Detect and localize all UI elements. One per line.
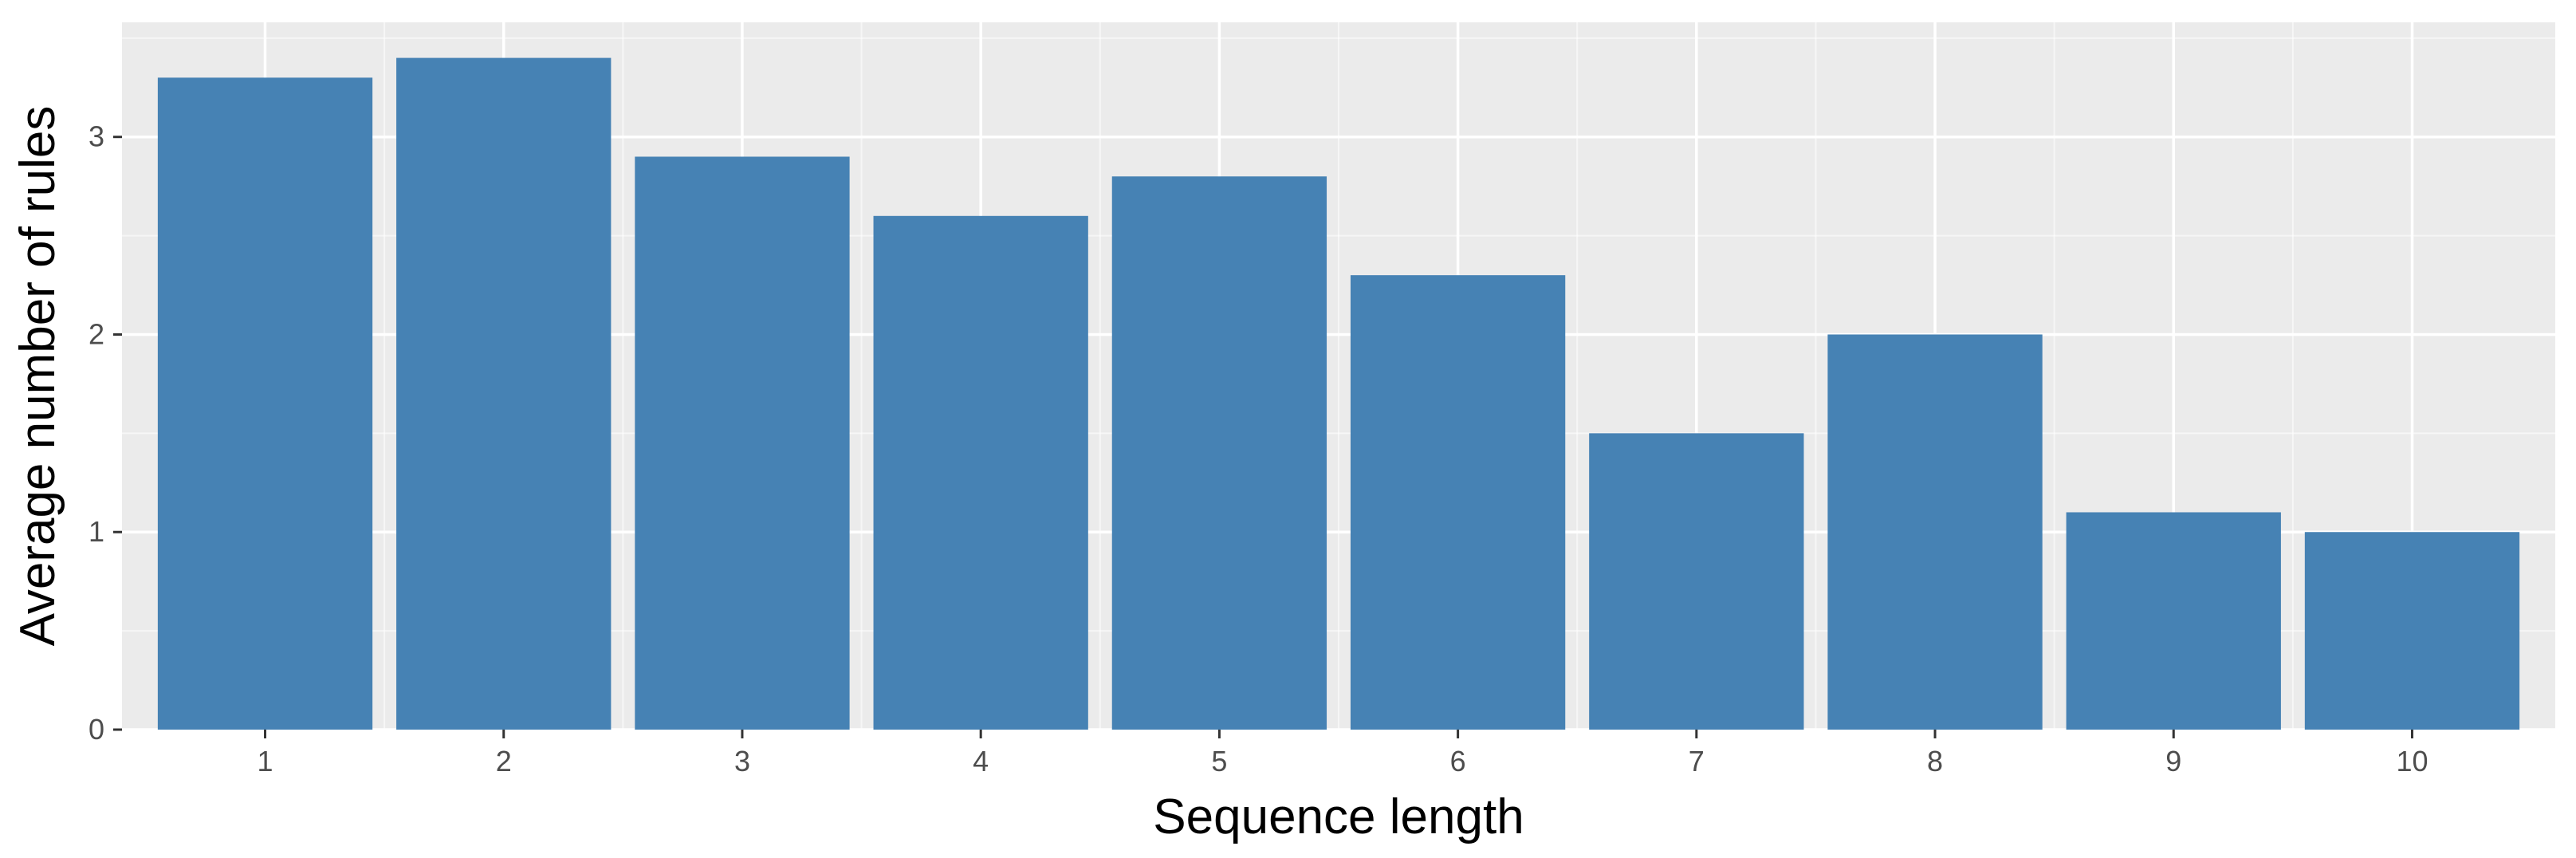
x-tick-label: 1 <box>258 745 273 777</box>
bar-2 <box>396 57 612 730</box>
x-tick-label: 6 <box>1450 745 1466 777</box>
x-tick-label: 5 <box>1211 745 1227 777</box>
bar-3 <box>635 156 850 730</box>
bar-10 <box>2304 532 2520 730</box>
x-tick-label: 3 <box>734 745 750 777</box>
bar-7 <box>1589 433 1804 730</box>
bar-8 <box>1827 334 2043 730</box>
x-tick-label: 4 <box>973 745 989 777</box>
y-axis: 0 1 2 3 <box>88 120 122 746</box>
x-tick-label: 7 <box>1689 745 1705 777</box>
bar-4 <box>873 215 1088 730</box>
y-axis-title: Average number of rules <box>10 106 65 647</box>
x-axis: 1 2 3 4 5 6 7 8 9 10 <box>258 730 2428 777</box>
x-tick-label: 2 <box>496 745 512 777</box>
bars-group <box>157 57 2520 730</box>
bar-9 <box>2066 512 2281 730</box>
bar-6 <box>1350 275 1566 730</box>
x-tick-label: 8 <box>1927 745 1943 777</box>
y-tick-label: 1 <box>88 515 104 548</box>
bar-5 <box>1111 176 1327 730</box>
y-tick-label: 3 <box>88 120 104 153</box>
bar-1 <box>157 77 373 730</box>
y-tick-label: 2 <box>88 317 104 350</box>
x-tick-label: 10 <box>2396 745 2428 777</box>
x-tick-label: 9 <box>2165 745 2181 777</box>
y-tick-label: 0 <box>88 713 104 746</box>
x-axis-title: Sequence length <box>1153 789 1524 844</box>
